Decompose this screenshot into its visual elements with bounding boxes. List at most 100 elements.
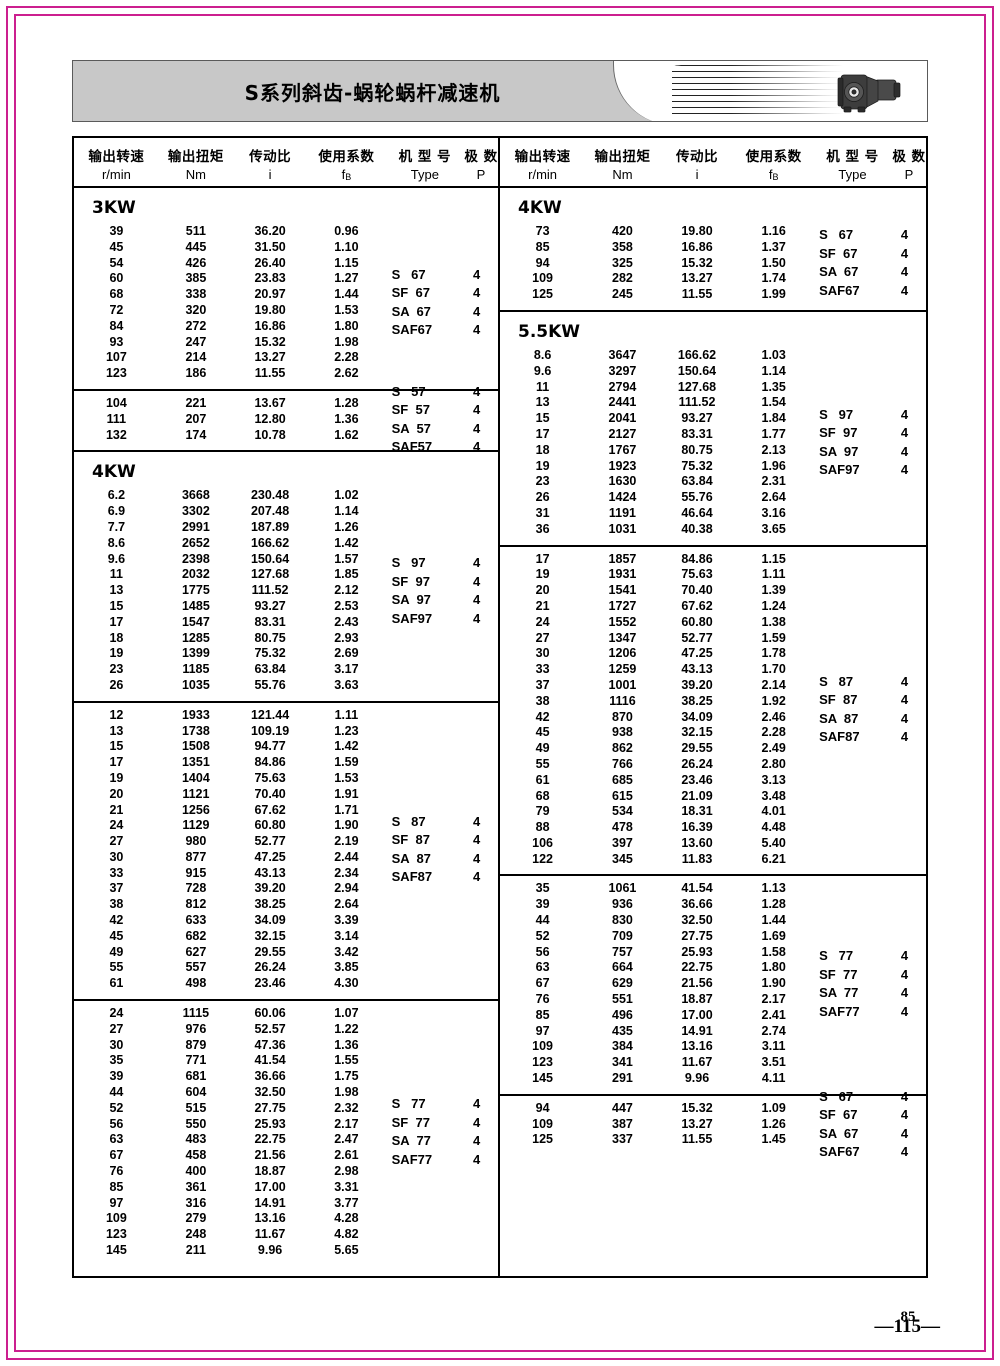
cell-rpm: 33 xyxy=(109,865,124,880)
cell-fb: 1.53 xyxy=(334,302,359,317)
cell-nm: 511 xyxy=(185,224,206,238)
table-row: 20 1121 70.40 1.91 xyxy=(74,787,498,803)
model-type-row: SA 77 4 xyxy=(386,1132,498,1151)
cell-i: 32.15 xyxy=(254,928,286,943)
cell-rpm: 56 xyxy=(109,1116,124,1131)
cell-fb: 1.13 xyxy=(761,881,786,896)
cell-i: 22.75 xyxy=(681,960,713,975)
cell-fb: 1.84 xyxy=(761,411,786,426)
header-cn-fb: 使用系数 xyxy=(318,149,375,165)
cell-fb: 2.64 xyxy=(761,490,786,505)
cell-fb: 1.09 xyxy=(761,1100,786,1115)
cell-i: 25.93 xyxy=(681,944,713,959)
cell-i: 9.96 xyxy=(257,1243,283,1258)
cell-nm: 1485 xyxy=(181,598,210,613)
cell-rpm: 111 xyxy=(106,411,127,426)
cell-i: 111.52 xyxy=(678,395,716,410)
cell-fb: 1.91 xyxy=(334,786,359,801)
table-row: 52 709 27.75 1.69 xyxy=(500,929,926,945)
pole-count: 4 xyxy=(473,850,481,866)
cell-fb: 1.53 xyxy=(334,770,359,785)
cell-rpm: 35 xyxy=(535,881,550,896)
table-row: 67 458 21.56 2.61 xyxy=(74,1148,498,1164)
table-row: 27 1347 52.77 1.59 xyxy=(500,631,926,647)
cell-i: 13.67 xyxy=(254,395,286,410)
cell-rpm: 72 xyxy=(109,302,124,317)
cell-rpm: 17 xyxy=(535,426,550,441)
cell-rpm: 17 xyxy=(109,614,124,629)
cell-fb: 2.28 xyxy=(334,350,359,365)
cell-rpm: 13 xyxy=(535,395,550,410)
power-block-4kw: 4KW 6.2 3668 230.48 1.02 6.9 3302 207.48 1.14 7… xyxy=(74,452,498,703)
cell-i: 36.66 xyxy=(254,1069,286,1084)
table-row: 44 604 32.50 1.98 xyxy=(74,1085,498,1101)
cell-i: 109.19 xyxy=(250,723,290,738)
cell-i: 11.55 xyxy=(681,1132,713,1147)
table-row: 72 320 19.80 1.53 xyxy=(74,303,498,319)
model-type-row: SF 87 4 xyxy=(386,831,498,850)
table-row: 19 1399 75.32 2.69 xyxy=(74,646,498,662)
cell-i: 22.75 xyxy=(254,1132,286,1147)
cell-i: 17.00 xyxy=(681,1007,713,1022)
table-row: 122 345 11.83 6.21 xyxy=(500,852,926,868)
cell-fb: 1.37 xyxy=(761,239,786,254)
cell-rpm: 55 xyxy=(535,756,550,771)
model-type-name: SAF57 xyxy=(391,439,433,455)
cell-fb: 1.70 xyxy=(761,662,786,677)
cell-fb: 1.26 xyxy=(334,519,359,534)
cell-fb: 1.85 xyxy=(334,567,359,582)
cell-rpm: 39 xyxy=(109,1069,124,1084)
model-type-name: SF 67 xyxy=(391,285,430,301)
cell-nm: 1259 xyxy=(608,662,637,677)
cell-rpm: 123 xyxy=(105,366,127,381)
page-footer: —115 85— xyxy=(875,1309,940,1338)
cell-i: 16.39 xyxy=(681,820,713,835)
cell-rpm: 30 xyxy=(535,646,550,661)
cell-rpm: 123 xyxy=(532,1055,554,1070)
cell-rpm: 11 xyxy=(109,567,123,582)
model-type-name: SF 67 xyxy=(819,245,858,261)
cell-rpm: 123 xyxy=(105,1227,127,1242)
cell-i: 40.38 xyxy=(681,521,713,536)
table-row: 61 498 23.46 4.30 xyxy=(74,976,498,992)
model-type-name: S 97 xyxy=(819,406,854,422)
cell-rpm: 23 xyxy=(535,474,550,489)
cell-rpm: 84 xyxy=(109,318,124,333)
cell-nm: 1923 xyxy=(608,458,637,473)
table-row: 24 1115 60.06 1.07 xyxy=(74,1006,498,1022)
cell-rpm: 31 xyxy=(535,505,550,520)
header-en-i: i xyxy=(695,167,699,182)
table-row: 44 830 32.50 1.44 xyxy=(500,913,926,929)
cell-i: 13.27 xyxy=(681,271,713,286)
cell-rpm: 145 xyxy=(532,1071,554,1086)
model-type-name: S 77 xyxy=(819,948,854,964)
cell-nm: 483 xyxy=(185,1132,207,1147)
model-type-name: S 97 xyxy=(391,555,426,571)
pole-count: 4 xyxy=(473,303,481,319)
pole-count: 4 xyxy=(900,1003,909,1019)
cell-nm: 272 xyxy=(185,318,207,333)
model-type-row: SF 67 4 xyxy=(386,284,498,303)
block-body: 39 511 36.20 0.96 45 445 31.50 1.10 54 426 26.40… xyxy=(74,224,498,382)
cell-nm: 1256 xyxy=(181,802,210,817)
cell-nm: 1931 xyxy=(608,567,637,582)
cell-nm: 1399 xyxy=(181,646,210,661)
header-cn-rpm: 输出转速 xyxy=(88,149,145,165)
model-type-name: S 87 xyxy=(391,813,426,829)
table-row: 6.9 3302 207.48 1.14 xyxy=(74,504,498,520)
cell-i: 75.63 xyxy=(254,770,286,785)
cell-i: 52.77 xyxy=(681,630,713,645)
cell-rpm: 42 xyxy=(109,913,124,928)
model-type-group: S 67 4 SF 67 4 SA 67 4 SAF67 4 xyxy=(813,224,926,303)
block-body: 17 1857 84.86 1.15 19 1931 75.63 1.11 20 1541 70… xyxy=(500,552,926,868)
cell-nm: 550 xyxy=(185,1116,207,1131)
cell-rpm: 63 xyxy=(109,1132,124,1147)
cell-i: 20.97 xyxy=(254,287,286,302)
cell-rpm: 109 xyxy=(532,1039,554,1054)
cell-rpm: 132 xyxy=(105,427,127,442)
cell-nm: 1347 xyxy=(608,630,637,645)
pole-count: 4 xyxy=(473,555,481,571)
cell-rpm: 67 xyxy=(109,1148,124,1163)
table-row: 35 771 41.54 1.55 xyxy=(74,1053,498,1069)
model-type-name: S 87 xyxy=(819,673,854,689)
